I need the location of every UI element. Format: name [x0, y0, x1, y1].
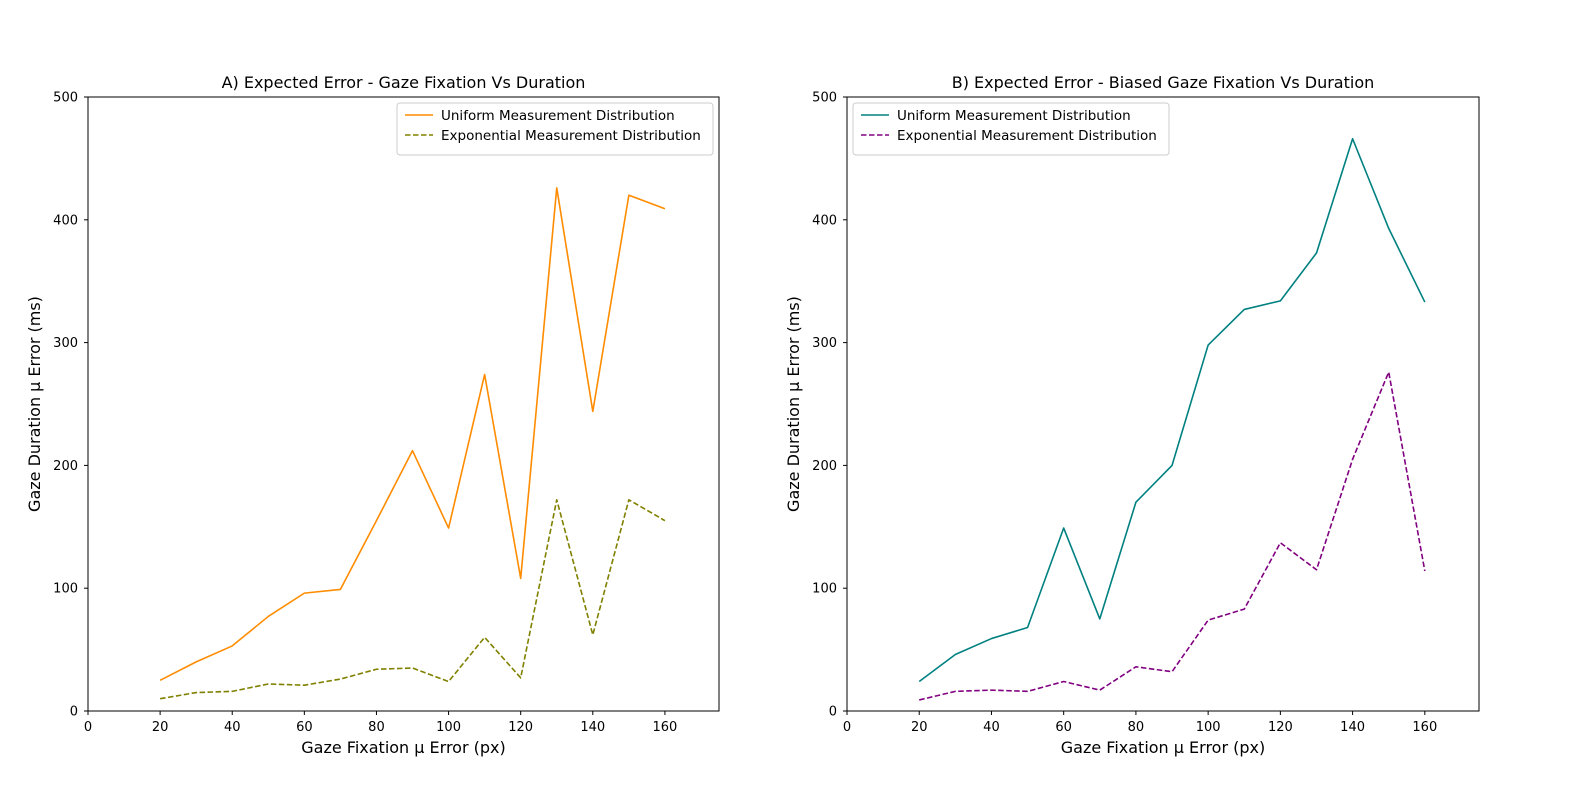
series-line-uniform [918, 137, 1426, 683]
legend-box [852, 102, 1170, 156]
x-tick-label: 20 [911, 720, 928, 735]
x-tick-label: 80 [1128, 720, 1145, 735]
x-tick-label: 160 [1412, 720, 1437, 735]
x-tick-label: 140 [1340, 720, 1365, 735]
x-tick-label: 20 [152, 720, 169, 735]
legend-label-exponential: Exponential Measurement Distribution [441, 128, 701, 144]
x-tick-label: 100 [1196, 720, 1221, 735]
x-tick-label: 120 [1268, 720, 1293, 735]
series-line-uniform [159, 187, 666, 682]
x-tick-label: 60 [296, 720, 313, 735]
plot-frame [846, 96, 1480, 712]
x-tick-label: 0 [843, 720, 851, 735]
y-tick-label: 200 [812, 459, 837, 474]
y-tick-label: 0 [70, 705, 78, 720]
y-axis-label: Gaze Duration μ Error (ms) [784, 296, 803, 512]
y-tick-label: 300 [53, 336, 78, 351]
x-tick-label: 40 [224, 720, 241, 735]
plot-frame [87, 96, 720, 712]
y-tick-label: 100 [812, 582, 837, 597]
x-axis-label: Gaze Fixation μ Error (px) [301, 738, 505, 757]
legend: Uniform Measurement Distribution Exponent… [852, 102, 1170, 156]
legend-label-uniform: Uniform Measurement Distribution [897, 108, 1131, 124]
chart-title: B) Expected Error - Biased Gaze Fixation… [952, 73, 1375, 92]
chart-panel-b: B) Expected Error - Biased Gaze Fixation… [784, 73, 1480, 757]
y-tick-label: 300 [812, 336, 837, 351]
x-tick-label: 160 [653, 720, 678, 735]
x-tick-label: 40 [983, 720, 1000, 735]
x-axis-label: Gaze Fixation μ Error (px) [1061, 738, 1265, 757]
x-tick-label: 80 [368, 720, 385, 735]
y-tick-label: 500 [812, 91, 837, 106]
y-tick-label: 400 [812, 213, 837, 228]
y-axis-label: Gaze Duration μ Error (ms) [25, 296, 44, 512]
chart-title: A) Expected Error - Gaze Fixation Vs Dur… [222, 73, 586, 92]
x-tick-label: 100 [436, 720, 461, 735]
legend: Uniform Measurement Distribution Exponent… [396, 102, 714, 156]
chart-panel-a: A) Expected Error - Gaze Fixation Vs Dur… [25, 73, 720, 757]
y-tick-label: 400 [53, 213, 78, 228]
series-line-exponential [159, 498, 666, 700]
y-tick-label: 0 [829, 705, 837, 720]
legend-box [396, 102, 714, 156]
legend-label-uniform: Uniform Measurement Distribution [441, 108, 675, 124]
y-tick-label: 100 [53, 582, 78, 597]
series-line-exponential [919, 371, 1426, 701]
x-tick-label: 60 [1055, 720, 1072, 735]
x-tick-label: 120 [508, 720, 533, 735]
legend-label-exponential: Exponential Measurement Distribution [897, 128, 1157, 144]
x-tick-label: 0 [84, 720, 92, 735]
y-tick-label: 200 [53, 459, 78, 474]
x-tick-label: 140 [580, 720, 605, 735]
y-tick-label: 500 [53, 91, 78, 106]
